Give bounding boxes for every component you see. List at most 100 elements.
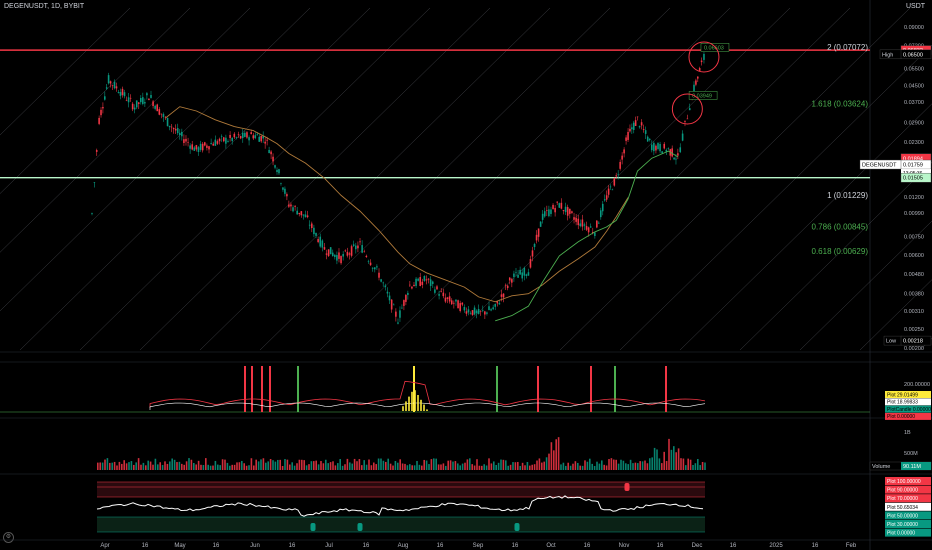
candle-body [535, 234, 538, 241]
volume-bar [421, 465, 423, 470]
candle-body [539, 221, 542, 227]
volume-bar [682, 458, 685, 470]
volume-bar [265, 462, 267, 470]
rsi-legend-value: Plot 70.00000 [887, 496, 918, 502]
settings-gear-icon[interactable]: ⚙ [3, 532, 14, 543]
volume-tick-label: 500M [904, 451, 918, 457]
volume-bar [608, 459, 610, 470]
volume-bar [519, 465, 521, 470]
volume-bar [668, 438, 670, 470]
candle-body [621, 155, 623, 160]
oscillator-line-red [149, 380, 706, 408]
candle-body [448, 296, 451, 302]
candle-body [661, 151, 663, 154]
candle-body [502, 293, 505, 298]
volume-legend-label: Volume [872, 464, 890, 470]
candle-body [323, 247, 326, 250]
candle-body [296, 210, 298, 215]
candle-body [139, 98, 142, 103]
candle-body [91, 213, 93, 214]
candle-body [109, 81, 112, 84]
candle-body [384, 285, 387, 288]
volume-bar [344, 464, 346, 470]
rsi-signal-marker [624, 483, 630, 491]
candle-body [615, 175, 618, 177]
candle-body [187, 142, 189, 143]
volume-bar [385, 461, 387, 470]
volume-bar [176, 462, 178, 470]
candle-body [233, 133, 236, 138]
candle-body [193, 147, 196, 151]
volume-bar [339, 459, 341, 470]
volume-bar [471, 464, 473, 470]
volume-bar [697, 459, 699, 470]
candle-body [419, 277, 422, 286]
candle-body [511, 279, 513, 283]
candle-body [403, 300, 405, 306]
volume-bar [675, 452, 677, 470]
candle-body [463, 307, 466, 311]
y-tick-label: 0.00310 [904, 309, 924, 315]
y-tick-label: 0.01200 [904, 195, 924, 201]
rsi-legend-box [885, 511, 931, 520]
volume-bar [262, 458, 265, 470]
volume-bar [543, 461, 545, 470]
candle-body [252, 135, 255, 139]
volume-bar [478, 465, 481, 470]
candle-body [280, 183, 282, 184]
volume-bar [579, 465, 581, 470]
candle-body [429, 279, 432, 286]
volume-bar [171, 458, 173, 470]
volume-bar [605, 465, 608, 470]
volume-bar [634, 462, 637, 470]
volume-bar [387, 458, 389, 470]
volume-bar [97, 462, 99, 470]
candle-body [244, 132, 246, 137]
fib-level-label: 1 (0.01229) [827, 191, 868, 200]
price-tag-value: 0.01505 [903, 176, 923, 182]
volume-bar [613, 459, 615, 470]
volume-bar [121, 463, 123, 470]
candle-body [455, 299, 457, 302]
volume-bar [685, 465, 687, 470]
rsi-signal-marker [357, 523, 363, 531]
candle-body [125, 100, 128, 101]
x-tick-label: Jul [325, 543, 333, 549]
volume-bar [677, 448, 680, 470]
candle-body [611, 189, 614, 191]
currency-label[interactable]: USDT [906, 3, 926, 10]
volume-bar [257, 461, 260, 470]
candle-body [357, 245, 359, 249]
candle-body [123, 92, 126, 97]
volume-bar [435, 458, 437, 470]
volume-bar [651, 457, 653, 470]
volume-bar [469, 458, 471, 470]
volume-bar [603, 464, 605, 470]
volume-bar [524, 465, 526, 470]
candle-body [490, 309, 492, 311]
candle-body [411, 286, 413, 289]
candle-body [673, 157, 675, 160]
candle-body [113, 81, 116, 89]
volume-bar [169, 461, 171, 470]
candle-body [657, 143, 659, 149]
candle-body [679, 147, 682, 153]
volume-bar [689, 459, 692, 470]
volume-bar [181, 463, 183, 470]
candle-body [573, 217, 575, 220]
x-tick-label: Oct [546, 543, 556, 549]
parallel-channel-line [799, 220, 932, 351]
osc-legend-box [885, 391, 931, 398]
volume-bar [627, 464, 629, 470]
candle-body [700, 60, 703, 63]
volume-bar [289, 464, 291, 470]
volume-bar [284, 459, 286, 470]
candle-body [591, 232, 594, 234]
highlight-circle [671, 93, 703, 125]
candle-body [650, 144, 653, 151]
candle-body [264, 141, 266, 144]
x-tick-label: Aug [398, 543, 409, 549]
volume-bar [457, 463, 459, 470]
price-tag-value: 0.00218 [903, 339, 923, 345]
